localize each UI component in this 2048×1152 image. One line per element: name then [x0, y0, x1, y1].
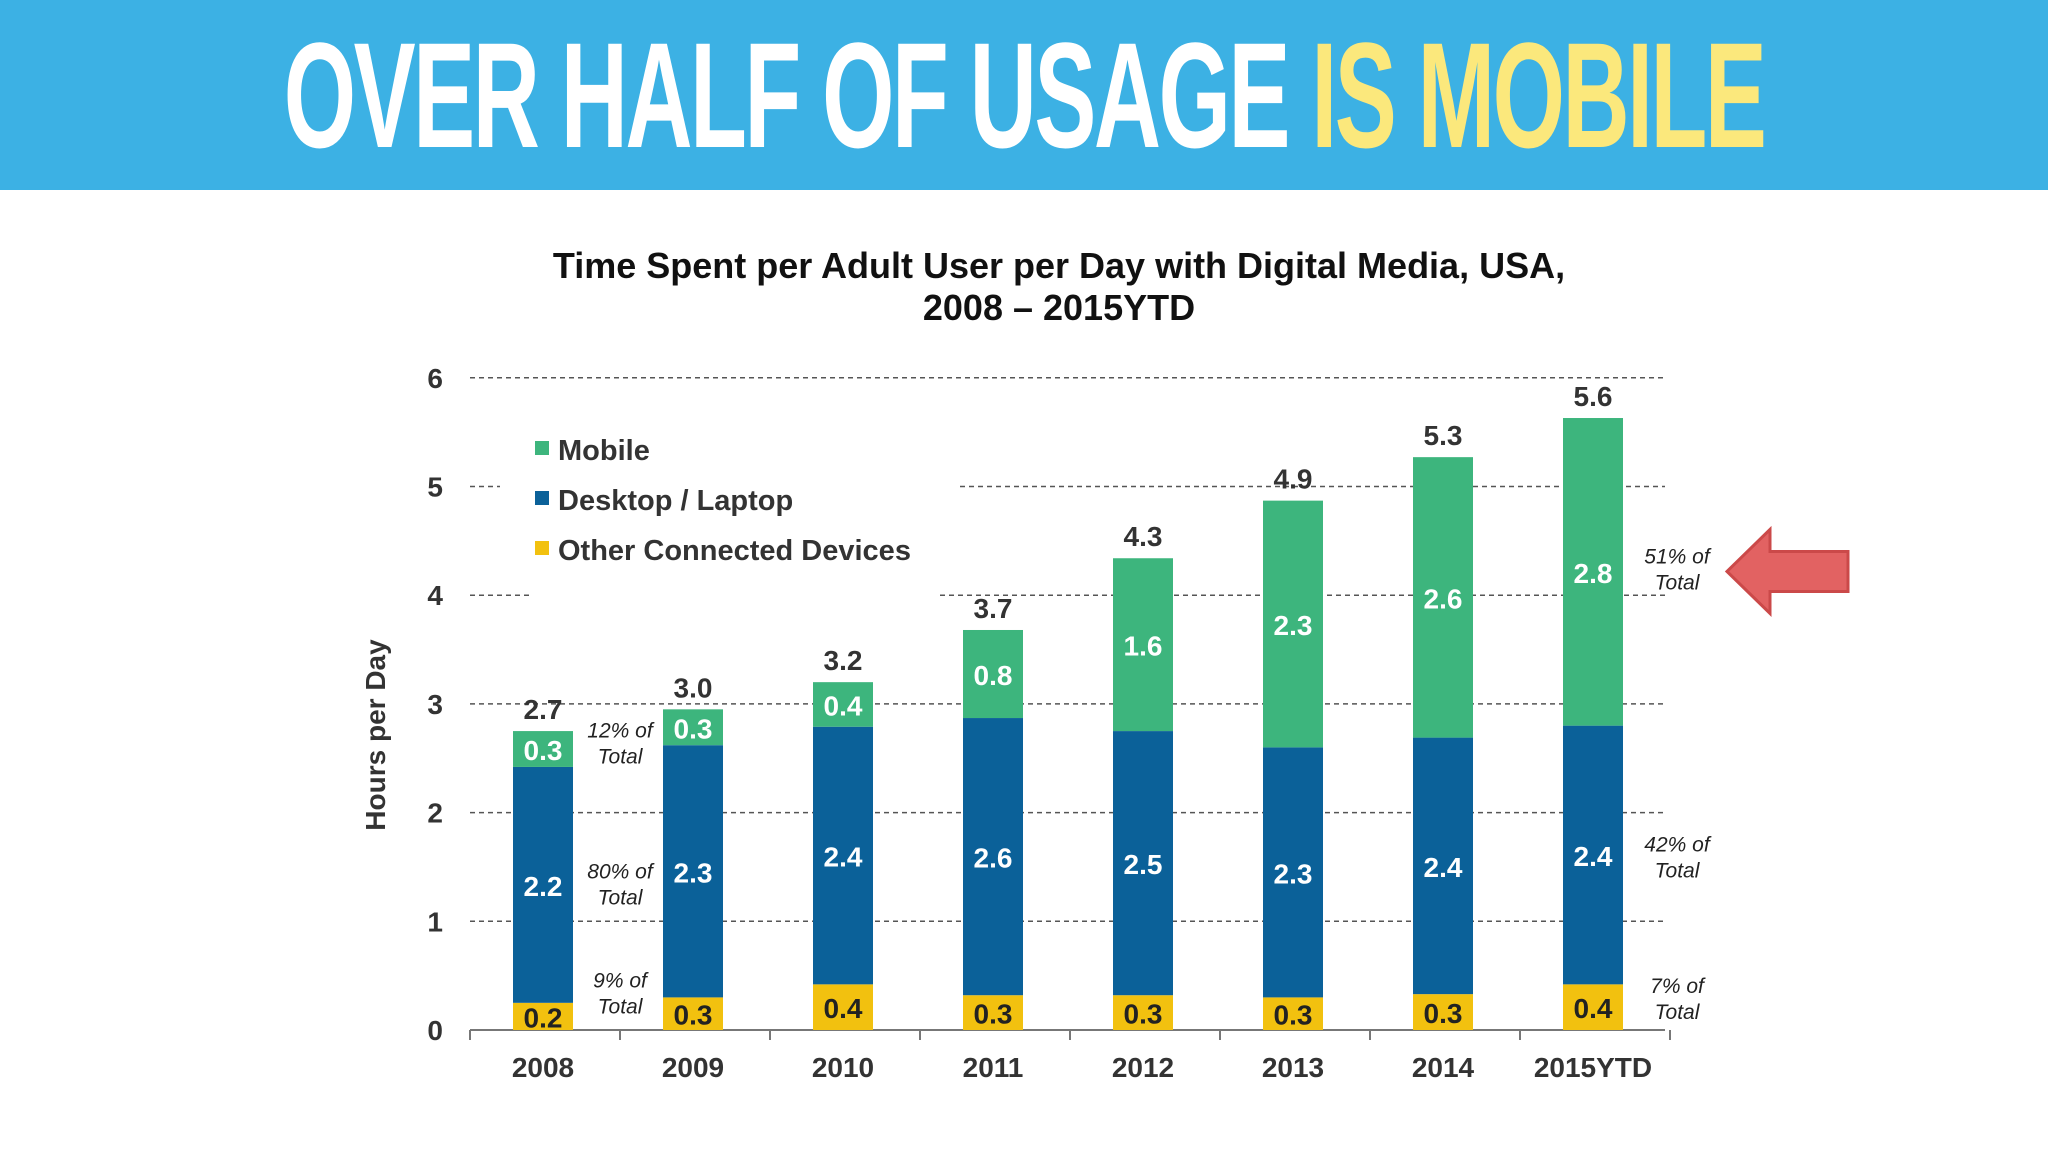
y-tick-label: 4	[427, 580, 443, 611]
bar-segment-mobile	[1413, 457, 1473, 738]
bar-segment-other-connected-devices	[1413, 994, 1473, 1030]
bar-value-label: 2.5	[1124, 849, 1163, 880]
legend-label: Other Connected Devices	[558, 535, 911, 567]
bar-total-label: 3.2	[824, 645, 863, 676]
annotation-left-line1: 80% of	[587, 861, 655, 884]
bar-segment-desktop-laptop	[1563, 725, 1623, 985]
bar-value-label: 0.4	[824, 993, 863, 1024]
bar-segment-desktop-laptop	[1413, 737, 1473, 995]
bar-segment-desktop-laptop	[513, 766, 573, 1003]
bar-value-label: 2.3	[1274, 858, 1313, 889]
x-tick-label: 2012	[1112, 1052, 1174, 1083]
bar-value-label: 2.3	[674, 857, 713, 888]
y-tick-label: 5	[427, 472, 443, 503]
annotation-left-line2: Total	[598, 745, 644, 768]
legend-label: Mobile	[558, 435, 650, 467]
bar-value-label: 2.4	[1424, 852, 1463, 883]
banner-title-highlight: IS MOBILE	[1311, 11, 1767, 179]
bar-total-label: 3.0	[674, 672, 713, 703]
legend-swatch	[535, 491, 549, 505]
bar-segment-desktop-laptop	[663, 745, 723, 998]
y-tick-label: 6	[427, 363, 443, 394]
chart-title-line1: Time Spent per Adult User per Day with D…	[552, 245, 1566, 286]
bar-segment-mobile	[513, 731, 573, 767]
banner-title-main: OVER HALF OF USAGE	[283, 11, 1291, 179]
annotation-right-line2: Total	[1655, 1001, 1701, 1024]
annotation-right-line1: 42% of	[1644, 834, 1712, 857]
bar-total-label: 4.9	[1274, 464, 1313, 495]
annotation-left-line2: Total	[598, 887, 644, 910]
bar-value-label: 0.3	[1424, 998, 1463, 1029]
bar-segment-other-connected-devices	[1113, 995, 1173, 1030]
bar-segment-other-connected-devices	[963, 995, 1023, 1030]
x-tick-label: 2009	[662, 1052, 724, 1083]
x-tick-label: 2008	[512, 1052, 574, 1083]
x-tick-label: 2014	[1412, 1052, 1475, 1083]
annotation-left-line2: Total	[598, 995, 644, 1018]
annotation-right-line1: 7% of	[1650, 975, 1706, 998]
bar-value-label: 2.4	[824, 842, 863, 873]
annotation-right-line2: Total	[1655, 860, 1701, 883]
title-banner: OVER HALF OF USAGE IS MOBILE	[0, 0, 2048, 190]
bar-value-label: 0.3	[524, 735, 563, 766]
bar-total-label: 5.6	[1574, 381, 1613, 412]
bar-value-label: 0.2	[524, 1002, 563, 1033]
x-tick-label: 2013	[1262, 1052, 1324, 1083]
bar-total-label: 3.7	[974, 593, 1013, 624]
x-tick-label: 2010	[812, 1052, 874, 1083]
annotation-left-line1: 12% of	[587, 719, 655, 742]
bar-segment-mobile	[963, 629, 1023, 719]
bar-total-label: 2.7	[524, 694, 563, 725]
y-tick-label: 0	[427, 1015, 443, 1046]
bar-segment-desktop-laptop	[1113, 731, 1173, 996]
bar-segment-desktop-laptop	[813, 726, 873, 985]
annotation-left-line1: 9% of	[593, 969, 649, 992]
bar-total-label: 4.3	[1124, 521, 1163, 552]
bar-value-label: 2.4	[1574, 841, 1613, 872]
x-tick-label: 2015YTD	[1534, 1052, 1652, 1083]
y-axis-label: Hours per Day	[360, 639, 391, 831]
bar-segment-other-connected-devices	[663, 997, 723, 1030]
bar-value-label: 0.3	[674, 713, 713, 744]
y-tick-label: 3	[427, 689, 443, 720]
bar-value-label: 2.3	[1274, 610, 1313, 641]
bar-segment-other-connected-devices	[513, 1002, 573, 1030]
y-tick-label: 2	[427, 798, 443, 829]
bar-segment-mobile	[1263, 500, 1323, 748]
legend-label: Desktop / Laptop	[558, 485, 793, 517]
banner-title: OVER HALF OF USAGE IS MOBILE	[284, 20, 1767, 170]
bar-value-label: 0.3	[974, 999, 1013, 1030]
arrow-left-icon	[1724, 525, 1850, 618]
bar-value-label: 2.6	[974, 843, 1013, 874]
bar-value-label: 0.3	[1124, 999, 1163, 1030]
legend-swatch	[535, 541, 549, 555]
bar-segment-desktop-laptop	[1263, 747, 1323, 998]
bar-value-label: 0.3	[1274, 1000, 1313, 1031]
legend-swatch	[535, 441, 549, 455]
annotation-right-line1: 51% of	[1644, 545, 1712, 568]
bar-segment-mobile	[663, 709, 723, 746]
bar-segment-other-connected-devices	[1563, 984, 1623, 1030]
bar-value-label: 0.8	[974, 660, 1013, 691]
bar-value-label: 2.2	[524, 871, 563, 902]
bar-value-label: 2.8	[1574, 558, 1613, 589]
bar-value-label: 0.3	[674, 1000, 713, 1031]
y-tick-label: 1	[427, 906, 443, 937]
bar-segment-other-connected-devices	[1263, 997, 1323, 1030]
annotation-right-line2: Total	[1655, 571, 1701, 594]
bar-segment-desktop-laptop	[963, 718, 1023, 996]
bar-segment-mobile	[1563, 418, 1623, 726]
chart-title-line2: 2008 – 2015YTD	[922, 287, 1196, 328]
bar-segment-other-connected-devices	[813, 984, 873, 1030]
chart-title: Time Spent per Adult User per Day with D…	[0, 245, 2048, 329]
bar-value-label: 0.4	[1574, 993, 1613, 1024]
bar-value-label: 2.6	[1424, 583, 1463, 614]
bar-value-label: 0.4	[824, 690, 863, 721]
x-tick-label: 2011	[963, 1052, 1024, 1083]
bar-value-label: 1.6	[1124, 631, 1163, 662]
bar-total-label: 5.3	[1424, 420, 1463, 451]
bar-segment-mobile	[813, 682, 873, 727]
bar-segment-mobile	[1113, 558, 1173, 732]
